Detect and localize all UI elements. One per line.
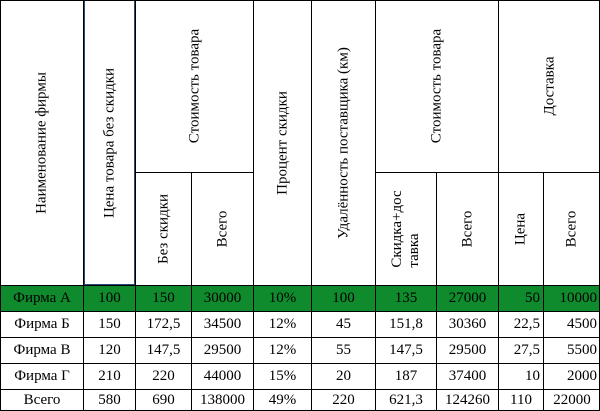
- table-cell[interactable]: 30360: [448, 316, 487, 332]
- table-cell[interactable]: 621,3: [389, 392, 423, 408]
- table-cell[interactable]: 150: [152, 290, 175, 306]
- header-discount-plus-delivery[interactable]: Скидка+дос тавка: [376, 173, 436, 285]
- row-firm-cell[interactable]: Всего: [23, 392, 61, 408]
- table-cell[interactable]: 100: [332, 290, 355, 306]
- col-line: [135, 0, 136, 411]
- row-line: [0, 389, 600, 390]
- table-cell[interactable]: 135: [394, 290, 418, 306]
- row-firm-cell[interactable]: Фирма В: [13, 342, 71, 358]
- table-cell[interactable]: 210: [98, 368, 121, 384]
- table-cell[interactable]: 45: [336, 316, 351, 332]
- table-cell[interactable]: 138000: [200, 392, 245, 408]
- row-firm-cell[interactable]: Фирма А: [13, 290, 71, 306]
- table-cell[interactable]: 12%: [268, 316, 297, 332]
- row-line: [0, 285, 600, 286]
- col-line: [311, 0, 312, 411]
- col-line: [436, 172, 437, 411]
- table-cell[interactable]: 100: [98, 290, 121, 306]
- table-cell[interactable]: 120: [98, 342, 121, 358]
- header-sub-line: [498, 172, 600, 173]
- header-discount-delivery-line1: Скидка+дос: [389, 190, 405, 268]
- header-sub-line: [135, 172, 253, 173]
- border-top: [0, 0, 600, 1]
- header-cost-group-2[interactable]: Стоимость товара: [428, 28, 445, 144]
- table-cell[interactable]: 124260: [445, 392, 490, 408]
- table-cell[interactable]: 151,8: [389, 316, 423, 332]
- table-cell[interactable]: 15%: [268, 368, 297, 384]
- header-sub-line: [375, 172, 498, 173]
- col-line: [543, 172, 544, 411]
- table-cell[interactable]: 2000: [567, 368, 597, 384]
- col-line: [191, 172, 192, 411]
- table-cell[interactable]: 29500: [203, 342, 242, 358]
- table-cell[interactable]: 150: [98, 316, 121, 332]
- row-line: [0, 311, 600, 312]
- header-delivery-group[interactable]: Доставка: [541, 56, 557, 116]
- col-line: [375, 0, 376, 411]
- table-cell[interactable]: 220: [332, 392, 355, 408]
- table-cell[interactable]: 30000: [203, 290, 242, 306]
- table-cell[interactable]: 55: [336, 342, 351, 358]
- header-price-without-discount[interactable]: Цена товара без скидки: [84, 0, 135, 285]
- row-line: [0, 363, 600, 364]
- table-cell[interactable]: 49%: [268, 392, 297, 408]
- highlighted-row-bg: [0, 285, 600, 311]
- header-delivery-total[interactable]: Всего: [563, 210, 580, 248]
- table-cell[interactable]: 10%: [268, 290, 297, 306]
- col-line: [83, 0, 84, 411]
- table-cell[interactable]: 22000: [553, 392, 591, 408]
- table-cell[interactable]: 27,5: [513, 342, 540, 358]
- col-line: [498, 0, 499, 411]
- header-firm-name[interactable]: Наименование фирмы: [33, 71, 49, 214]
- table-cell[interactable]: 147,5: [146, 342, 181, 358]
- header-cost-total[interactable]: Всего: [214, 210, 230, 248]
- table-cell[interactable]: 10: [525, 368, 540, 384]
- table-cell[interactable]: 147,5: [389, 342, 423, 358]
- table-cell[interactable]: 4500: [567, 316, 597, 332]
- table-cell[interactable]: 37400: [448, 368, 487, 384]
- col-line: [253, 0, 254, 411]
- table-cell[interactable]: 34500: [203, 316, 242, 332]
- header-discount-percent[interactable]: Процент скидки: [274, 90, 290, 195]
- table-cell[interactable]: 110: [510, 392, 532, 408]
- table-cell[interactable]: 12%: [268, 342, 297, 358]
- header-delivery-price[interactable]: Цена: [512, 212, 529, 246]
- table-cell[interactable]: 20: [336, 368, 351, 384]
- header-discount-delivery-line2: тавка: [406, 233, 422, 268]
- table-cell[interactable]: 5500: [567, 342, 597, 358]
- header-supplier-distance[interactable]: Удалённость поставщика (км): [335, 46, 351, 239]
- row-line: [0, 337, 600, 338]
- row-firm-cell[interactable]: Фирма Б: [14, 316, 70, 332]
- table-cell[interactable]: 220: [152, 368, 175, 384]
- table-cell[interactable]: 690: [152, 392, 175, 408]
- header-cost-without-discount[interactable]: Без скидки: [155, 193, 171, 265]
- table-cell[interactable]: 27000: [448, 290, 487, 306]
- table-cell[interactable]: 187: [394, 368, 418, 384]
- row-firm-cell[interactable]: Фирма Г: [14, 368, 70, 384]
- table-cell[interactable]: 172,5: [146, 316, 181, 332]
- table-cell[interactable]: 44000: [203, 368, 242, 384]
- header-cost2-total[interactable]: Всего: [459, 210, 475, 248]
- table-cell[interactable]: 50: [525, 290, 540, 306]
- table-cell[interactable]: 29500: [448, 342, 487, 358]
- table-cell[interactable]: 580: [98, 392, 121, 408]
- border-left: [0, 0, 1, 411]
- header-cost-group[interactable]: Стоимость товара: [186, 28, 202, 144]
- table-cell[interactable]: 22,5: [513, 316, 540, 332]
- table-cell[interactable]: 10000: [559, 290, 598, 306]
